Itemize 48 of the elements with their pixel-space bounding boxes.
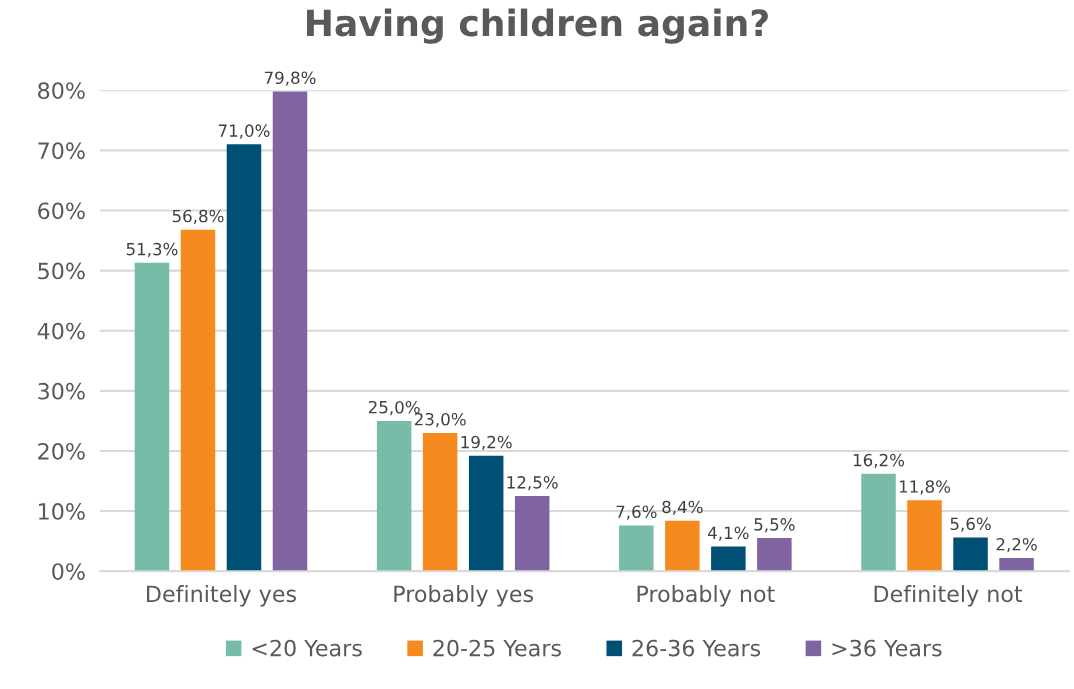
y-tick-label: 50% [38, 262, 85, 280]
x-tick-label: Definitely yes [147, 585, 296, 607]
data-label: 2,2% [996, 537, 1037, 553]
legend-label: <20 Years [252, 639, 362, 657]
bar [953, 537, 988, 572]
legend-label: 20-25 Years [433, 639, 561, 657]
x-tick-label: Probably not [637, 585, 775, 607]
data-label: 5,6% [950, 517, 991, 532]
y-tick-label: 0% [52, 563, 85, 580]
data-label: 12,5% [507, 476, 558, 491]
bar [861, 473, 896, 572]
x-tick-label: Probably yes [394, 585, 534, 607]
y-tick-label: 30% [38, 382, 85, 400]
bar [907, 500, 942, 572]
bar [422, 432, 458, 572]
legend-label: >36 Years [832, 639, 942, 657]
data-label: 56,8% [172, 209, 224, 225]
y-tick-label: 70% [38, 142, 85, 160]
data-label: 11,8% [899, 480, 951, 495]
bar [514, 496, 550, 572]
data-label: 8,4% [662, 500, 703, 515]
bar [665, 520, 700, 572]
data-label: 7,6% [616, 505, 657, 520]
y-tick-label: 80% [38, 82, 85, 100]
x-tick-label: Definitely not [874, 585, 1023, 607]
bar [711, 546, 746, 572]
bar [226, 144, 262, 572]
data-label: 51,3% [126, 242, 178, 258]
chart-title: Having children again? [307, 8, 768, 44]
legend-label: 26-36 Years [632, 639, 761, 657]
data-label: 19,2% [461, 435, 512, 451]
data-label: 71,0% [218, 124, 270, 139]
data-label: 16,2% [853, 453, 905, 469]
bar [999, 557, 1034, 572]
data-label: 79,8% [264, 71, 316, 86]
bar [180, 229, 216, 572]
y-tick-label: 40% [37, 322, 85, 340]
data-label: 4,1% [708, 526, 749, 541]
y-tick-label: 60% [38, 202, 85, 220]
bar [134, 262, 170, 572]
bar [272, 91, 308, 572]
bar [757, 538, 792, 572]
data-label: 5,5% [754, 518, 795, 533]
bar [619, 525, 654, 572]
y-tick-label: 10% [39, 503, 85, 520]
bar [376, 420, 412, 572]
bar [468, 455, 504, 572]
y-tick-label: 20% [38, 442, 85, 460]
